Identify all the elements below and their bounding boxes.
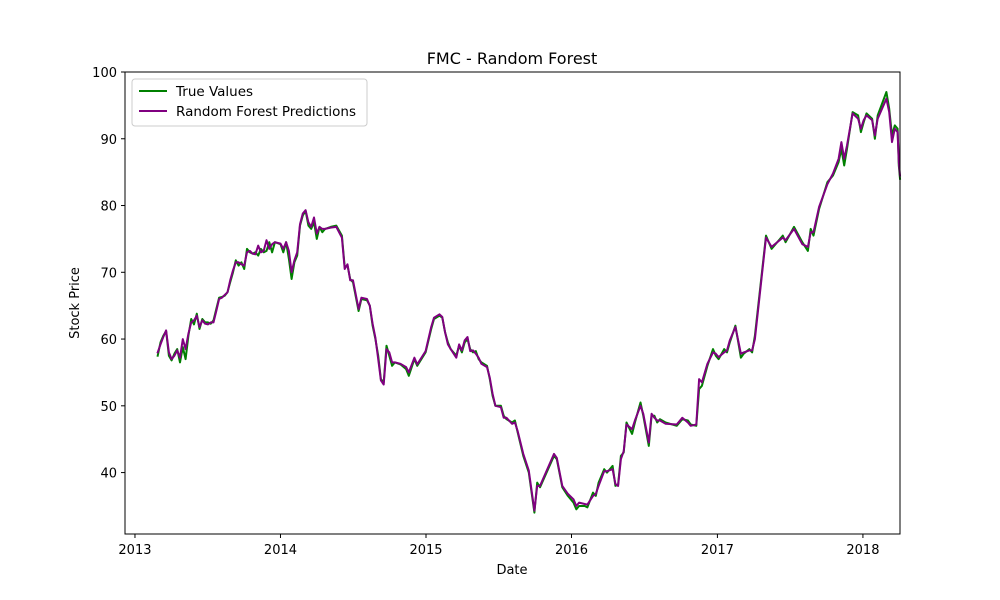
chart-title: FMC - Random Forest [427, 49, 598, 68]
plot-area-frame [124, 71, 901, 535]
x-tick-label: 2017 [701, 543, 734, 558]
x-tick-label: 2013 [118, 543, 151, 558]
y-tick-label: 100 [92, 66, 117, 81]
y-axis: 40 50 60 70 80 90 100 [92, 66, 125, 482]
x-axis: 2013 2014 2015 2016 2017 2018 [118, 534, 879, 558]
y-tick-label: 90 [100, 133, 117, 148]
legend-label-random-forest-predictions: Random Forest Predictions [176, 104, 356, 120]
legend: True Values Random Forest Predictions [131, 78, 368, 127]
x-tick-label: 2016 [555, 543, 588, 558]
x-axis-title: Date [496, 563, 527, 578]
y-tick-label: 40 [100, 467, 117, 482]
y-tick-label: 60 [100, 333, 117, 348]
legend-label-true-values: True Values [175, 84, 253, 100]
legend-box [131, 78, 368, 127]
series-line-true-values [156, 91, 902, 514]
y-tick-label: 80 [100, 200, 117, 215]
y-axis-title: Stock Price [68, 267, 83, 339]
y-tick-label: 70 [100, 266, 117, 281]
series-line-random-forest-predictions [156, 97, 902, 512]
x-tick-label: 2018 [846, 543, 879, 558]
x-tick-label: 2015 [409, 543, 442, 558]
series-layer [156, 91, 902, 514]
x-tick-label: 2014 [264, 543, 297, 558]
y-tick-label: 50 [100, 400, 117, 415]
